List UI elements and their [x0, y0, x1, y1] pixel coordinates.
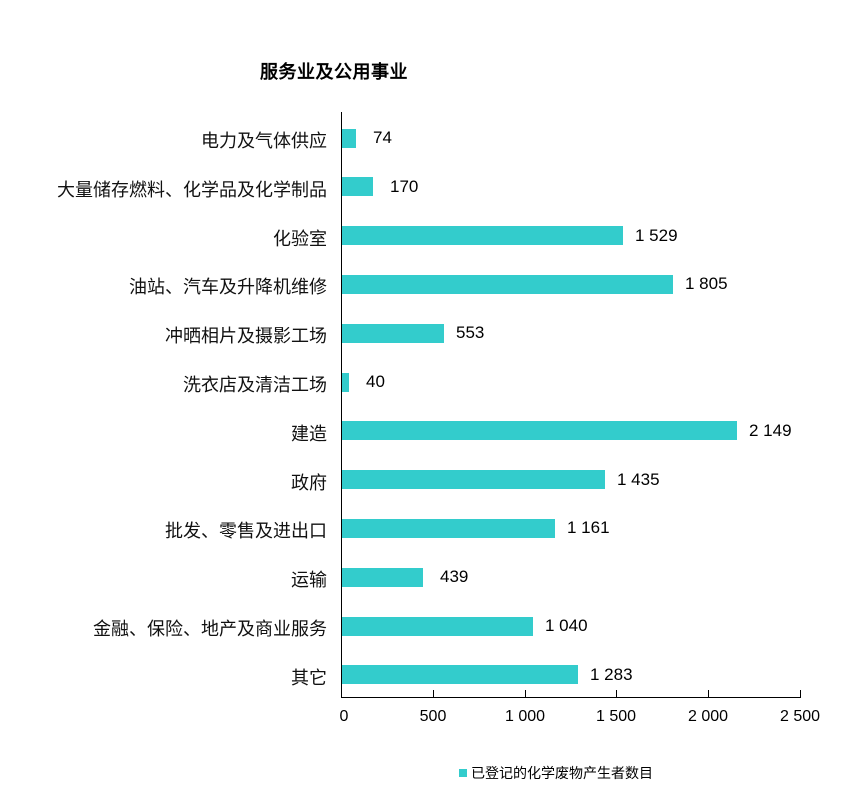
- x-tick-label: 2 500: [779, 708, 821, 725]
- data-label: 553: [456, 323, 485, 343]
- x-tick-label: 0: [339, 708, 349, 725]
- bar: [342, 518, 555, 538]
- bar: [342, 567, 423, 587]
- bar: [342, 274, 673, 294]
- data-label: 1 805: [685, 274, 728, 294]
- category-label: 金融、保险、地产及商业服务: [93, 619, 327, 639]
- x-tick-label: 500: [419, 708, 447, 725]
- category-label: 批发、零售及进出口: [165, 521, 327, 542]
- legend: 已登记的化学废物产生者数目: [459, 763, 653, 783]
- data-label: 74: [373, 128, 392, 147]
- category-label: 其它: [291, 667, 327, 688]
- x-tick-label: 2 000: [687, 708, 729, 725]
- legend-swatch-icon: [459, 769, 467, 777]
- x-tick-mark: [341, 690, 342, 698]
- data-label: 1 161: [567, 518, 610, 538]
- category-label: 油站、汽车及升降机维修: [129, 277, 327, 298]
- category-label: 建造: [291, 423, 327, 444]
- bar: [342, 226, 623, 246]
- data-label: 170: [390, 176, 419, 196]
- bar: [342, 616, 533, 636]
- category-label: 电力及气体供应: [201, 131, 327, 151]
- x-axis-line: [341, 697, 801, 698]
- data-label: 40: [366, 372, 385, 391]
- chart-title: 服务业及公用事业: [260, 62, 408, 82]
- x-tick-mark: [800, 690, 801, 698]
- bar: [342, 372, 349, 392]
- x-tick-mark: [616, 690, 617, 698]
- data-label: 2 149: [749, 420, 792, 440]
- data-label: 439: [440, 567, 469, 587]
- data-label: 1 529: [635, 225, 678, 245]
- category-label: 大量储存燃料、化学品及化学制品: [57, 179, 327, 200]
- bar: [342, 421, 737, 441]
- bar: [342, 323, 444, 343]
- data-label: 1 040: [545, 616, 588, 635]
- x-tick-mark: [525, 690, 526, 698]
- data-label: 1 435: [617, 469, 660, 489]
- bar: [342, 665, 578, 685]
- category-label: 运输: [291, 570, 327, 591]
- x-tick-label: 1 500: [595, 708, 637, 725]
- x-tick-label: 1 000: [504, 708, 546, 725]
- x-tick-mark: [708, 690, 709, 698]
- category-label: 化验室: [273, 228, 327, 249]
- bar: [342, 128, 356, 148]
- category-label: 冲晒相片及摄影工场: [165, 326, 327, 347]
- x-tick-mark: [433, 690, 434, 698]
- y-axis-line: [341, 112, 342, 698]
- legend-label: 已登记的化学废物产生者数目: [471, 765, 653, 781]
- data-label: 1 283: [590, 664, 633, 684]
- category-label: 政府: [291, 472, 327, 493]
- bar: [342, 470, 605, 490]
- bar: [342, 177, 373, 197]
- category-label: 洗衣店及清洁工场: [183, 375, 327, 395]
